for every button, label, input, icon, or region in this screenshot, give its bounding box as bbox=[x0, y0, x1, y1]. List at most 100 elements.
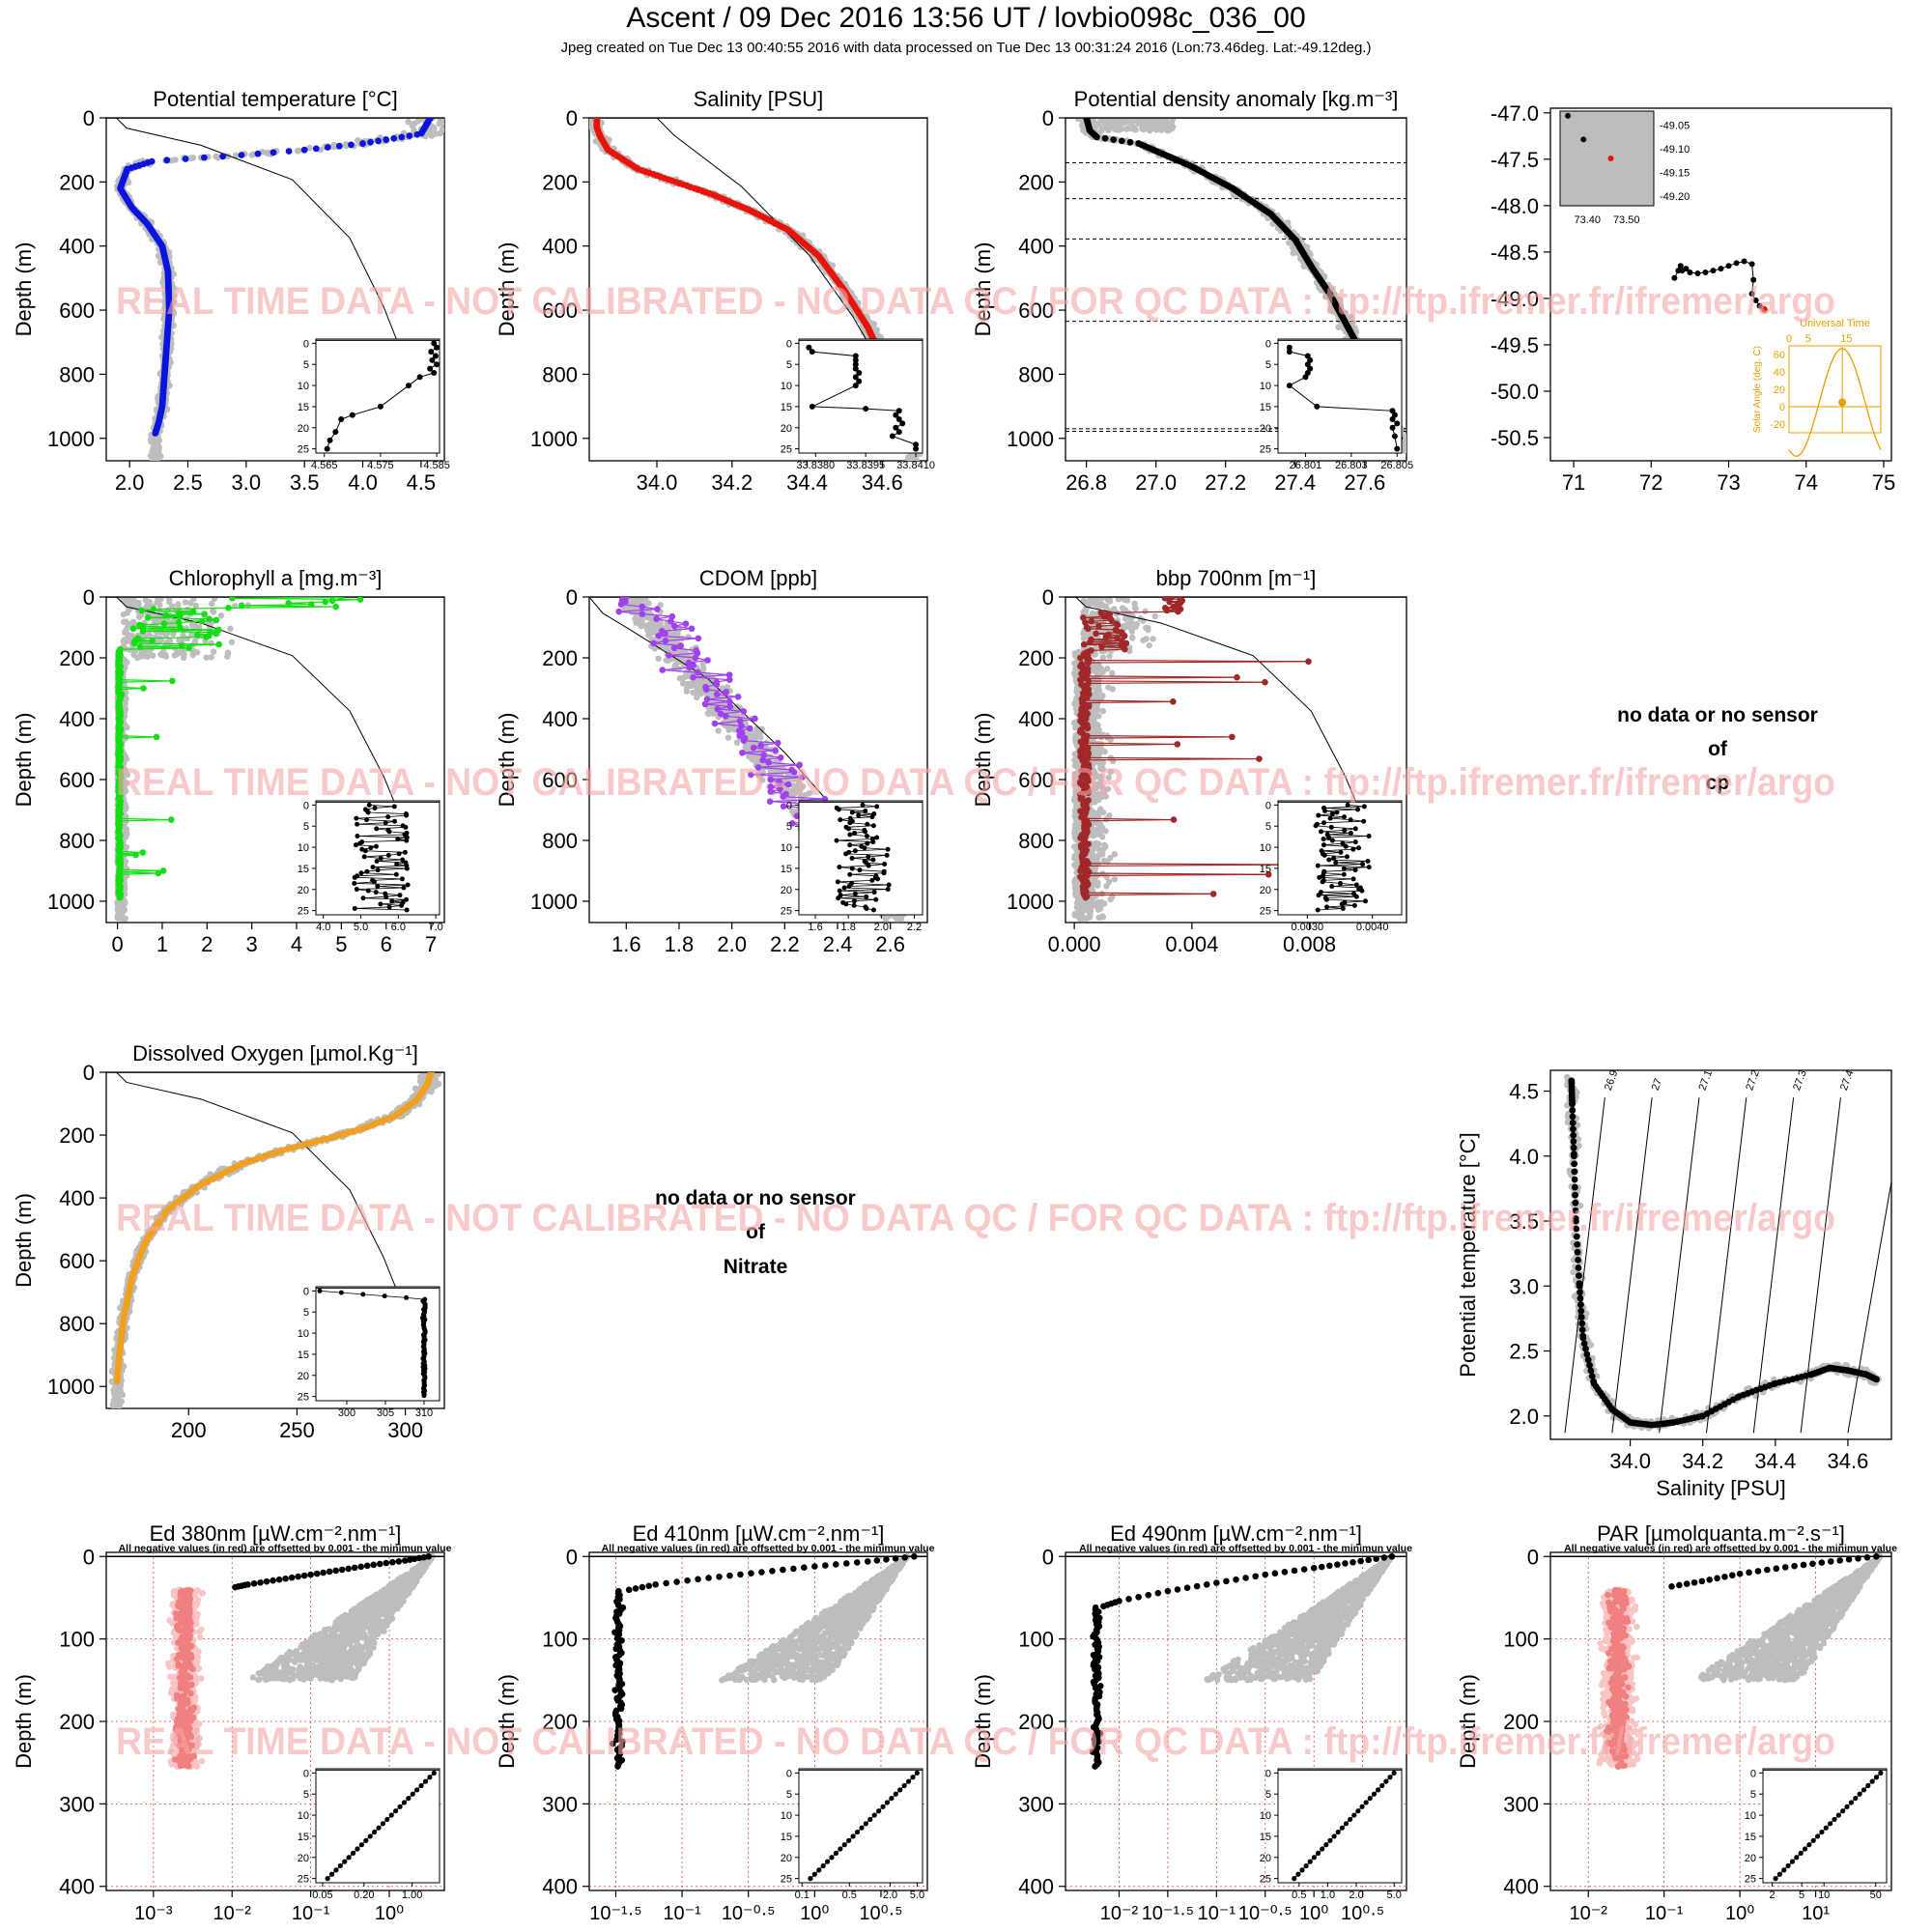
temp-profile-point bbox=[182, 156, 189, 162]
chla-ytick-label: 0 bbox=[83, 585, 95, 610]
temp-profile-point bbox=[285, 148, 293, 155]
dens-ytick-label: 800 bbox=[1018, 362, 1054, 386]
temp-inset-point bbox=[327, 437, 333, 443]
dens-inset-ytick-label: 25 bbox=[1260, 444, 1271, 456]
temp-inset-point bbox=[431, 369, 438, 376]
chla-historical-point bbox=[224, 649, 232, 656]
chla-xtick-label: 7 bbox=[425, 932, 437, 956]
temp-inset-point bbox=[416, 374, 423, 381]
dens-panel: 26.8 27.0 27.2 27.4 27.602004006008001000Pot… bbox=[971, 87, 1413, 495]
sal-inset-point bbox=[893, 424, 899, 431]
chla-xtick-label: 4 bbox=[291, 932, 302, 956]
temp-profile-point bbox=[312, 145, 320, 153]
temp-inset-ytick-label: 25 bbox=[298, 444, 309, 456]
map-solar-ytick-label: 20 bbox=[1774, 384, 1785, 396]
sal-inset-point bbox=[852, 353, 859, 359]
temp-historical-point bbox=[155, 252, 162, 260]
sal-inset-point bbox=[893, 412, 899, 418]
dens-profile-point bbox=[1101, 134, 1109, 142]
map-xtick-label: 74 bbox=[1795, 470, 1818, 495]
map-solar-xtick-label: 5 bbox=[1805, 333, 1811, 345]
sal-inset-frame bbox=[798, 338, 923, 454]
temp-inset-xtick-label: 4.565 bbox=[311, 460, 338, 471]
temp-inset-point bbox=[432, 353, 439, 359]
temp-historical-point bbox=[232, 152, 240, 159]
temp-profile-point bbox=[152, 430, 159, 437]
sal-ytick-label: 0 bbox=[566, 106, 578, 130]
dens-ytick-label: 400 bbox=[1018, 235, 1054, 259]
temp-profile-point bbox=[348, 141, 355, 149]
chla-plot-area bbox=[106, 597, 444, 923]
chla-historical-point bbox=[190, 597, 197, 603]
sal-inset-point bbox=[863, 406, 869, 412]
sal-inset-points bbox=[806, 344, 920, 452]
temp-historical-point bbox=[152, 455, 158, 461]
dens-historical-point bbox=[1147, 118, 1154, 125]
sal-panel: 34.0 34.2 34.4 34.602004006008001000Salinit… bbox=[495, 87, 935, 495]
map-solar-ylabel: Solar Angle (deg. C) bbox=[1752, 346, 1763, 433]
temp-ytick-label: 0 bbox=[83, 106, 95, 130]
sal-inset-ytick-label: 20 bbox=[781, 423, 792, 435]
map-xtick-label: 73 bbox=[1717, 470, 1740, 495]
temp-xtick-label: 2.0 bbox=[115, 470, 145, 495]
temp-inset-xtick-label: 4.585 bbox=[423, 460, 450, 471]
sal-ytick-label: 1000 bbox=[530, 427, 578, 451]
sal-inset-point bbox=[895, 408, 902, 414]
dens-ytick-label: 0 bbox=[1042, 106, 1054, 130]
dens-profile-point bbox=[1110, 136, 1118, 143]
dens-historical-point bbox=[1146, 126, 1153, 133]
temp-ytick-label: 600 bbox=[59, 298, 95, 323]
dens-historical-point bbox=[1168, 119, 1176, 126]
dens-inset-point bbox=[1286, 349, 1293, 355]
temp-inset-ytick-label: 10 bbox=[298, 381, 309, 392]
temp-inset-point bbox=[428, 349, 435, 355]
temp-profile-point bbox=[270, 149, 277, 156]
dens-historical-point bbox=[1290, 249, 1297, 257]
map-ytick-label: -48.0 bbox=[1491, 194, 1539, 218]
map-ytick-label: -50.0 bbox=[1491, 380, 1539, 404]
sal-inset-ytick-label: 5 bbox=[786, 359, 792, 371]
chla-historical-point bbox=[184, 615, 190, 623]
chla-ytick-label: 800 bbox=[59, 829, 95, 853]
chla-historical-point bbox=[180, 632, 186, 639]
sal-inset-xtick-label: 33.8410 bbox=[896, 460, 935, 471]
dens-historical-point bbox=[1140, 126, 1148, 133]
dens-historical-point bbox=[1117, 119, 1123, 127]
sal-inset-point bbox=[856, 369, 863, 376]
dens-xtick-label: 27.4 bbox=[1274, 470, 1316, 495]
dens-inset-frame bbox=[1277, 338, 1403, 454]
dens-xtick-label: 27.6 bbox=[1344, 470, 1385, 495]
sal-historical-point bbox=[907, 454, 915, 461]
dens-inset-ytick-label: 0 bbox=[1265, 338, 1271, 350]
sal-inset-point bbox=[852, 383, 859, 389]
temp-profile-point bbox=[219, 153, 227, 160]
sal-inset-ytick-label: 25 bbox=[781, 444, 792, 456]
dens-historical-point bbox=[1142, 118, 1150, 125]
chla-xtick-label: 2 bbox=[201, 932, 213, 956]
sal-xtick-label: 34.4 bbox=[786, 470, 828, 495]
temp-profile-point bbox=[238, 152, 245, 158]
chla-historical-point bbox=[128, 632, 135, 639]
temp-profile-point bbox=[406, 132, 413, 139]
temp-inset-point bbox=[377, 403, 384, 410]
temp-plot-area bbox=[106, 118, 444, 461]
temp-inset-point bbox=[429, 356, 436, 363]
dens-historical-point bbox=[1080, 127, 1087, 134]
map-zoom-ytick-label: -49.20 bbox=[1660, 191, 1690, 203]
chla-historical-point bbox=[208, 654, 214, 661]
temp-ytick-label: 800 bbox=[59, 362, 95, 386]
temp-xtick-label: 4.0 bbox=[348, 470, 378, 495]
temp-ytick-label: 1000 bbox=[47, 427, 95, 451]
sal-historical-point bbox=[810, 256, 817, 264]
map-ytick-label: -47.5 bbox=[1491, 148, 1539, 172]
temp-ytick-label: 400 bbox=[59, 235, 95, 259]
map-zoom-point bbox=[1580, 136, 1587, 143]
chla-xtick-label: 3 bbox=[246, 932, 258, 956]
sal-ylabel: Depth (m) bbox=[495, 242, 519, 337]
dens-inset-point bbox=[1286, 383, 1293, 389]
chla-historical-point bbox=[182, 599, 189, 606]
dens-historical-point bbox=[1097, 118, 1104, 123]
dens-inset-xtick-label: 26.801 bbox=[1290, 460, 1322, 471]
map-solar-ytick-label: 40 bbox=[1774, 367, 1785, 379]
